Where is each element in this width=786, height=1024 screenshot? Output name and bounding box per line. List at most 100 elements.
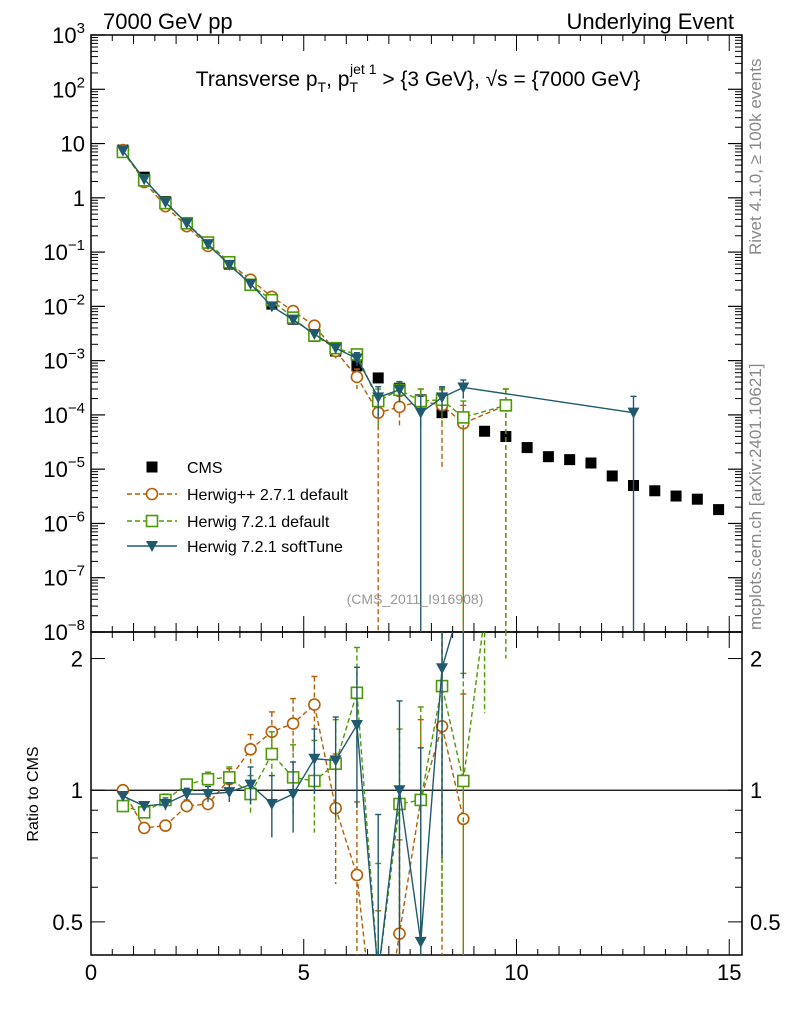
legend-label: CMS: [187, 460, 223, 477]
watermark: (CMS_2011_I916908): [347, 591, 484, 607]
data-point: [244, 278, 257, 290]
series-herwig-7-2-1-default: [116, 145, 513, 632]
legend-label: Herwig 7.2.1 default: [187, 514, 330, 531]
ratio-data-point: [436, 663, 449, 675]
data-point: [159, 197, 172, 209]
ratio-y-tick-label-right: 0.5: [750, 910, 781, 935]
ratio-data-point: [308, 753, 321, 765]
data-point: [670, 490, 682, 502]
ratio-plot-frame: [90, 631, 743, 956]
data-point: [436, 392, 449, 404]
y-tick-label: 10−4: [43, 400, 85, 428]
ratio-data-point: [137, 821, 151, 835]
ratio-y-tick-label: 2: [71, 647, 83, 672]
legend-marker: [146, 461, 158, 473]
ratio-data-point: [159, 798, 172, 810]
ratio-data-point: [308, 698, 321, 711]
x-tick-label: 10: [504, 960, 528, 985]
ratio-data-point: [287, 789, 300, 801]
data-point: [542, 451, 554, 463]
y-tick-label: 10−5: [43, 454, 85, 482]
data-point: [414, 407, 427, 419]
ratio-data-point: [329, 755, 342, 767]
header-right: Underlying Event: [566, 9, 734, 34]
data-point: [627, 407, 640, 419]
data-point: [691, 493, 703, 505]
side-label-mcplots: mcplots.cern.ch [arXiv:2401.10621]: [746, 364, 765, 630]
legend-entry: CMS: [146, 460, 223, 477]
ratio-data-point: [457, 774, 470, 788]
legend-marker: [145, 487, 159, 501]
ratio-y-tick-label: 1: [71, 778, 83, 803]
ratio-y-tick-label: 0.5: [52, 910, 83, 935]
main-series-layer: [116, 143, 725, 632]
y-tick-label: 10−3: [43, 346, 85, 374]
legend: CMS Herwig++ 2.7.1 default Herwig 7.2.1 de…: [127, 460, 349, 556]
data-point: [393, 384, 406, 396]
data-point: [713, 504, 725, 516]
data-point: [457, 411, 470, 424]
ratio-data-point: [222, 771, 236, 784]
ratio-data-point: [244, 779, 257, 791]
main-axis-ticks: 10−8 10−7 10−6 10−5 10−4 10−3 10−2 10−1 1 10 102 10…: [43, 20, 742, 645]
legend-entry: Herwig 7.2.1 softTune: [127, 539, 343, 556]
legend-marker: [146, 541, 158, 552]
y-tick-label: 10: [61, 132, 85, 157]
ratio-y-tick-label-right: 2: [750, 647, 762, 672]
data-point: [585, 457, 597, 469]
series-herwig-7-2-1-softtune: [116, 145, 640, 632]
ratio-series-herwig-7-2-1-softtune: [116, 632, 465, 955]
ratio-data-point: [116, 799, 130, 813]
data-point: [649, 485, 661, 497]
ratio-data-point: [180, 799, 194, 813]
ratio-data-point: [223, 787, 236, 799]
data-point: [329, 343, 342, 355]
data-point: [372, 392, 385, 404]
data-point: [350, 370, 364, 384]
y-tick-label: 10−8: [43, 617, 85, 645]
ratio-data-point: [350, 719, 363, 731]
data-point: [393, 400, 406, 414]
ratio-data-point: [244, 743, 257, 756]
data-point: [499, 399, 513, 412]
data-point: [500, 431, 512, 443]
legend-entry: Herwig 7.2.1 default: [127, 514, 330, 531]
y-tick-label: 102: [52, 74, 85, 102]
data-point: [116, 145, 129, 157]
series-line: [122, 151, 507, 419]
data-point: [308, 328, 321, 340]
data-point: [372, 372, 384, 384]
legend-label: Herwig 7.2.1 softTune: [187, 539, 343, 556]
ratio-series-line: [122, 703, 464, 955]
series-line: [122, 149, 507, 425]
ratio-data-point: [265, 747, 279, 761]
chart-title: Transverse pT, pTjet 1 > {3 GeV}, √s = {…: [196, 61, 640, 95]
ratio-data-point: [159, 819, 172, 832]
ratio-data-point: [414, 936, 427, 948]
y-tick-label: 10−7: [43, 563, 85, 591]
legend-marker: [145, 514, 159, 528]
ratio-series-layer: [116, 632, 507, 955]
ratio-y-label: Ratio to CMS: [25, 746, 42, 841]
data-point: [223, 259, 236, 271]
data-point: [521, 442, 533, 454]
x-tick-label: 0: [85, 960, 97, 985]
side-label-rivet: Rivet 4.1.0, ≥ 100k events: [746, 59, 765, 255]
data-point: [457, 382, 470, 394]
header-left: 7000 GeV pp: [103, 9, 233, 34]
data-point: [265, 301, 278, 313]
data-point: [564, 454, 576, 466]
ratio-y-tick-label-right: 1: [750, 778, 762, 803]
ratio-data-point: [201, 772, 215, 786]
y-tick-label: 103: [52, 20, 85, 48]
data-point: [180, 218, 193, 230]
ratio-data-point: [202, 789, 215, 801]
ratio-data-point: [116, 791, 129, 803]
ratio-axis-ticks: 0 5 10 15 0.5 0.5 1 1 2 2: [52, 632, 781, 985]
y-tick-label: 1: [73, 186, 85, 211]
data-point: [138, 174, 151, 186]
data-point: [350, 353, 363, 365]
ratio-data-point: [138, 801, 151, 813]
ratio-data-point: [286, 717, 300, 730]
